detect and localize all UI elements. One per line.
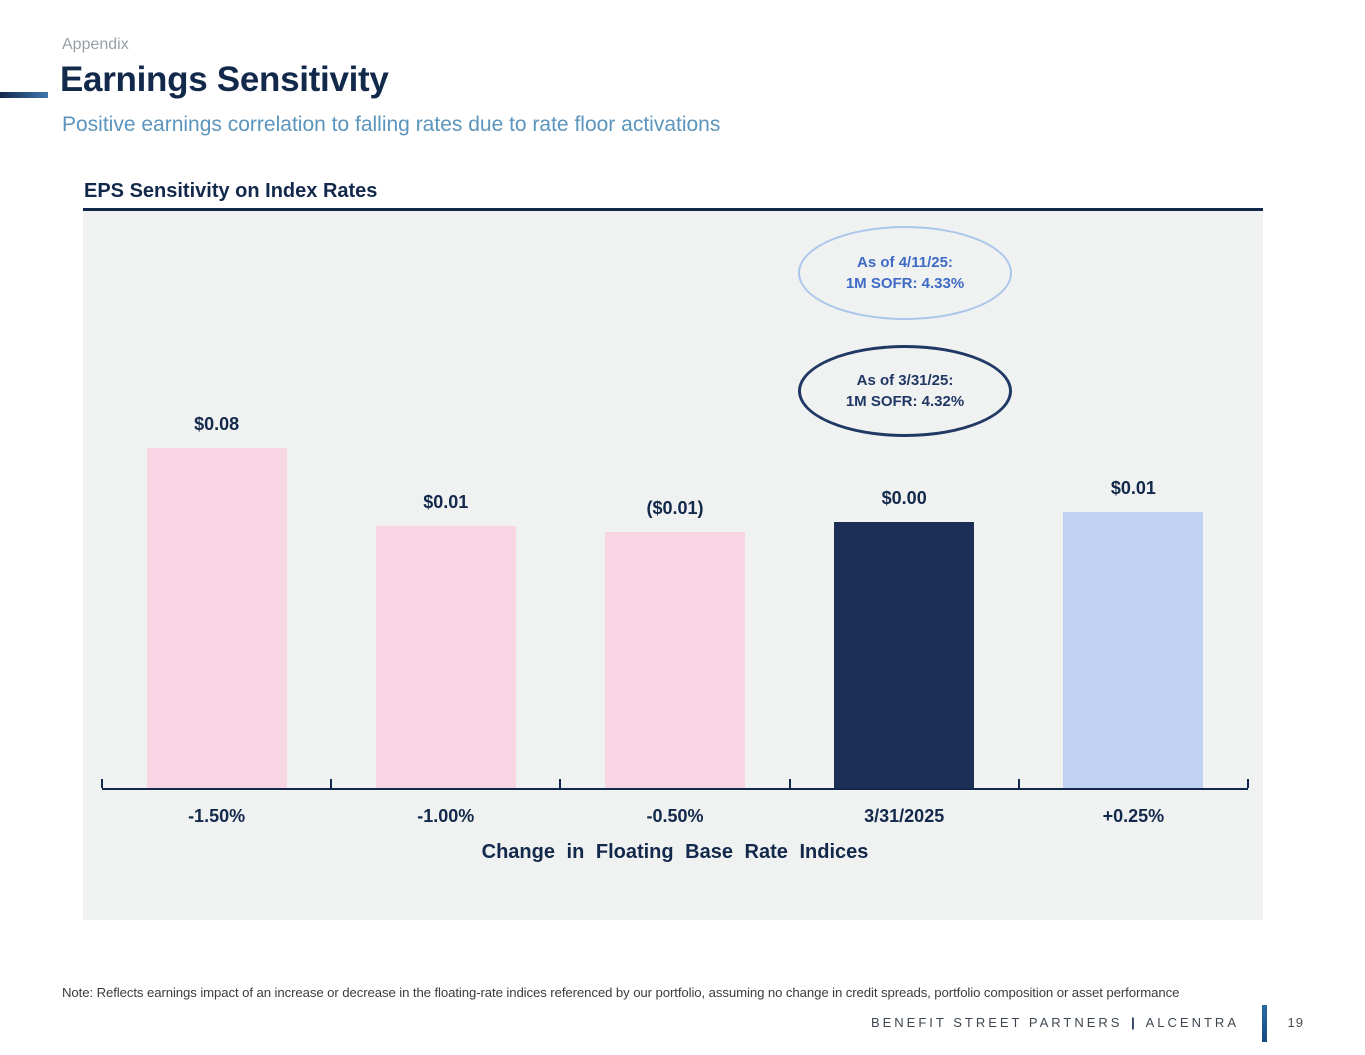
bar-value-label: $0.08 [194, 414, 240, 434]
bar [1063, 512, 1204, 788]
x-axis-tick [1247, 779, 1249, 788]
chart-heading: EPS Sensitivity on Index Rates [84, 180, 378, 202]
footer-brand-separator: | [1131, 1015, 1138, 1030]
bar-value-label: $0.01 [1110, 478, 1156, 498]
eyebrow-label: Appendix [62, 36, 129, 53]
x-tick-label: 3/31/2025 [864, 806, 945, 826]
x-tick-label: -1.00% [417, 806, 475, 826]
x-tick-label: -0.50% [646, 806, 704, 826]
page-title: Earnings Sensitivity [60, 60, 389, 99]
bar [375, 526, 516, 788]
x-axis-title: Change in Floating Base Rate Indices [481, 841, 869, 863]
x-axis-line [102, 788, 1248, 790]
chart-panel: As of 4/11/25: 1M SOFR: 4.33% As of 3/31… [83, 211, 1263, 920]
annotation-ellipse-quarter-end: As of 3/31/25: 1M SOFR: 4.32% [798, 345, 1012, 437]
page-accent-bar [1262, 1005, 1267, 1042]
x-axis-tick [330, 779, 333, 788]
chart-heading-rule [83, 208, 1263, 211]
footer-brand-left: BENEFIT STREET PARTNERS [870, 1015, 1123, 1030]
bar [834, 522, 975, 788]
bar [146, 448, 287, 788]
bar-value-label: $0.00 [881, 488, 927, 508]
x-axis-tick [101, 779, 103, 788]
x-axis-tick [559, 779, 562, 788]
footnote: Note: Reflects earnings impact of an inc… [62, 985, 1180, 1000]
annotation-line: As of 4/11/25: [857, 254, 953, 271]
footer-brand: BENEFIT STREET PARTNERS | ALCENTRA [871, 1015, 1239, 1030]
annotation-line: 1M SOFR: 4.32% [845, 393, 965, 410]
annotation-line: 1M SOFR: 4.33% [845, 275, 965, 292]
footer-brand-right: ALCENTRA [1145, 1015, 1239, 1030]
annotation-ellipse-current: As of 4/11/25: 1M SOFR: 4.33% [798, 226, 1012, 320]
x-axis-tick [788, 779, 791, 788]
annotation-line: As of 3/31/25: [856, 372, 954, 389]
bar-value-label: ($0.01) [646, 498, 704, 518]
page-subtitle: Positive earnings correlation to falling… [62, 113, 721, 136]
x-tick-label: -1.50% [188, 806, 246, 826]
x-tick-label: +0.25% [1102, 806, 1165, 826]
x-axis-tick [1017, 779, 1020, 788]
bar-value-label: $0.01 [423, 492, 469, 512]
page-number: 19 [1287, 1015, 1304, 1030]
title-accent-dash [0, 92, 48, 98]
bar [605, 532, 745, 788]
